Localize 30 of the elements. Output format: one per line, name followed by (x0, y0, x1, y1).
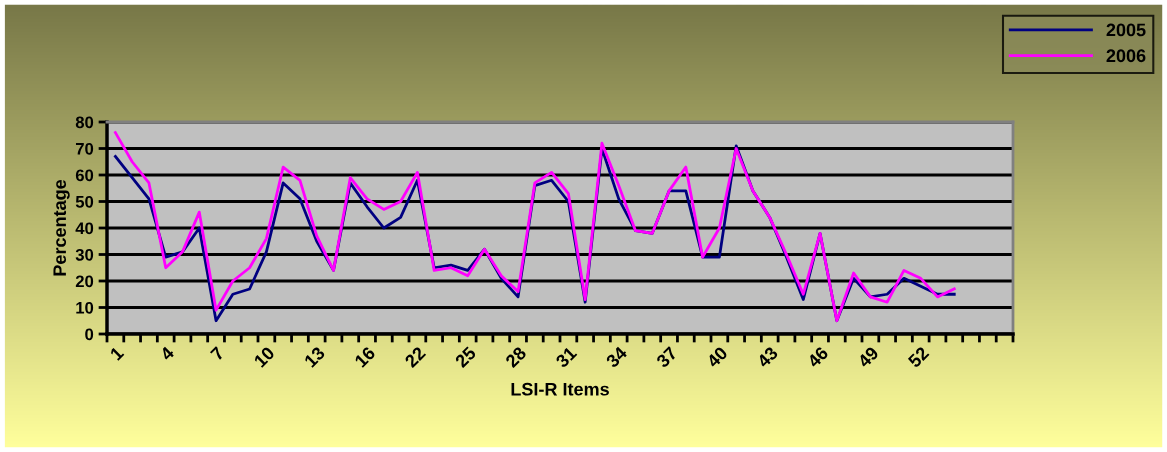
y-tick-label: 0 (85, 328, 94, 341)
x-tick-label: 34 (605, 345, 629, 369)
legend-label: 2005 (1106, 23, 1146, 37)
x-tick-label: 52 (907, 345, 930, 369)
x-tick-label: 43 (756, 345, 779, 369)
x-tick-label: 10 (253, 345, 276, 368)
x-tick-label: 7 (209, 346, 225, 361)
x-tick-label: 16 (354, 345, 376, 368)
y-tick-label: 50 (75, 195, 94, 208)
x-tick-label: 40 (705, 345, 729, 369)
y-tick-label: 10 (76, 301, 94, 314)
x-tick-label: 1 (109, 345, 125, 361)
y-tick-label: 40 (75, 222, 94, 235)
y-axis-title: Percentage (53, 179, 70, 276)
x-tick-label: 25 (454, 345, 477, 369)
x-tick-label: 46 (806, 345, 829, 369)
x-tick-label: 22 (403, 345, 427, 369)
x-tick-label: 31 (554, 345, 578, 369)
y-tick-label: 60 (75, 169, 94, 182)
x-tick-label: 13 (303, 345, 326, 368)
y-tick-label: 30 (75, 248, 94, 261)
y-tick-label: 70 (75, 142, 94, 155)
y-tick-label: 80 (75, 116, 94, 129)
x-tick-label: 49 (856, 345, 880, 369)
y-tick-label: 20 (75, 275, 94, 288)
x-tick-label: 37 (655, 346, 678, 369)
x-tick-label: 28 (504, 345, 528, 369)
x-tick-label: 4 (159, 345, 175, 362)
legend-label: 2006 (1106, 49, 1146, 63)
x-axis-title: LSI-R Items (511, 382, 609, 396)
